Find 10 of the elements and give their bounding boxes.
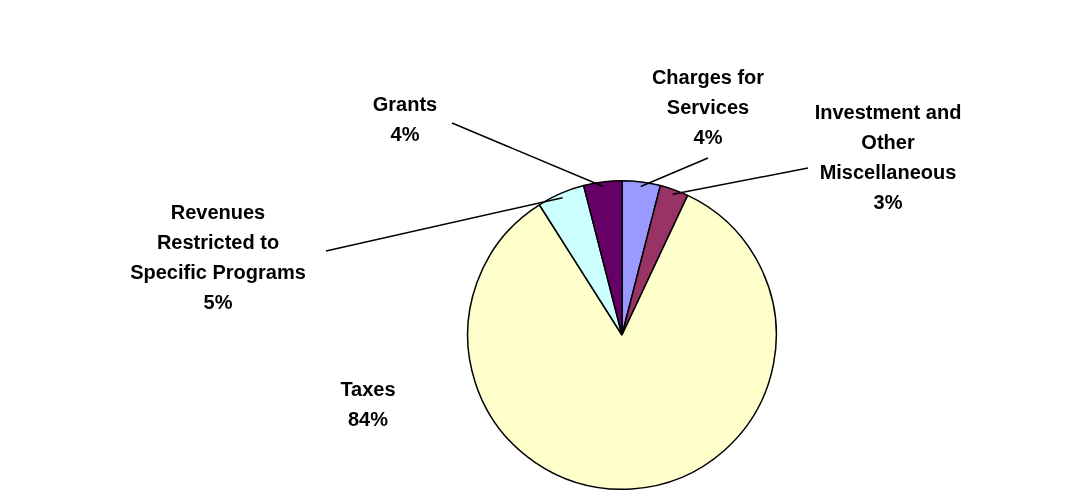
slice-label: Taxes: [340, 377, 396, 400]
data-label: 4%: [693, 125, 723, 148]
data-label: 5%: [203, 290, 233, 313]
slice-label: Grants: [372, 92, 438, 115]
data-label: 3%: [873, 190, 903, 213]
slice-label: Investment and Other Miscellaneous: [814, 100, 962, 183]
slice-label: Revenues Restricted to Specific Programs: [130, 200, 306, 283]
slice-label: Charges for Services: [651, 65, 765, 118]
data-label: 84%: [347, 407, 389, 430]
data-label: 4%: [390, 122, 420, 145]
